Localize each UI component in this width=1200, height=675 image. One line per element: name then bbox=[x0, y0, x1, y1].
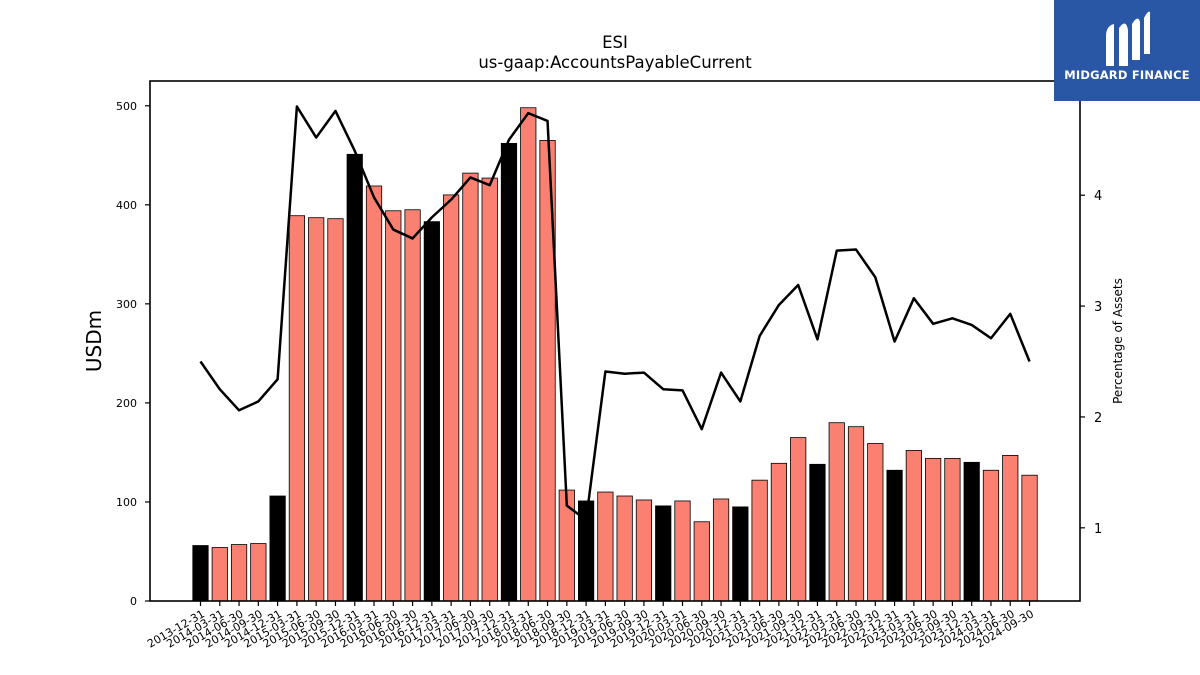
bar-2015-03-31 bbox=[288, 215, 306, 602]
chart-subtitle: us-gaap:AccountsPayableCurrent bbox=[478, 53, 752, 72]
y-axis-right: 1 2 3 4 bbox=[1080, 189, 1102, 537]
bar-2024-09-30 bbox=[1021, 474, 1038, 602]
y-tick-right-label: 3 bbox=[1094, 300, 1102, 315]
y-tick-right-label: 1 bbox=[1094, 522, 1102, 537]
brand-logo: MIDGARD FINANCE bbox=[1054, 0, 1200, 101]
bar-2016-03-31 bbox=[365, 185, 383, 602]
bar-2020-03-31 bbox=[674, 500, 691, 602]
y-tick-left-label: 100 bbox=[116, 496, 137, 509]
bar-2015-09-30 bbox=[327, 218, 344, 602]
bar-2014-03-31 bbox=[211, 547, 228, 602]
bar-2016-09-30 bbox=[404, 209, 421, 602]
y-tick-left-label: 400 bbox=[116, 199, 137, 212]
midgard-m-logo-icon bbox=[1106, 11, 1150, 67]
bar-series bbox=[192, 107, 1038, 602]
bar-2015-12-31 bbox=[346, 153, 363, 602]
y-axis-right-label: Percentage of Assets bbox=[1111, 278, 1125, 404]
chart-title: ESI bbox=[602, 33, 628, 52]
y-tick-left-label: 500 bbox=[116, 100, 137, 113]
bar-2016-12-31 bbox=[423, 221, 440, 602]
bar-2019-06-30 bbox=[616, 495, 633, 602]
bar-2014-09-30 bbox=[250, 543, 267, 602]
bar-2021-12-31 bbox=[809, 463, 826, 602]
bar-2020-12-31 bbox=[732, 506, 749, 602]
bar-2022-06-30 bbox=[847, 426, 865, 602]
bar-2024-06-30 bbox=[1002, 454, 1019, 602]
bar-2021-06-30 bbox=[770, 462, 788, 602]
bar-2019-12-31 bbox=[655, 505, 672, 602]
plot-frame bbox=[149, 80, 1081, 602]
brand-name: MIDGARD FINANCE bbox=[1064, 68, 1190, 82]
bar-2018-03-31 bbox=[520, 107, 537, 602]
bar-2016-06-30 bbox=[385, 210, 402, 602]
bar-2023-06-30 bbox=[925, 457, 942, 602]
bar-2019-03-31 bbox=[597, 491, 614, 602]
bar-2019-09-30 bbox=[635, 499, 653, 602]
y-tick-left-label: 300 bbox=[116, 298, 137, 311]
bar-2021-09-30 bbox=[790, 437, 807, 602]
y-axis-left-label: USDm bbox=[82, 310, 106, 372]
bar-2013-12-31 bbox=[192, 545, 209, 602]
bar-2017-03-31 bbox=[443, 194, 460, 602]
bar-2024-03-31 bbox=[982, 469, 1000, 602]
bar-2014-06-30 bbox=[230, 544, 248, 602]
x-axis: 2013-12-312014-03-312014-06-302014-09-30… bbox=[145, 601, 1036, 651]
y-tick-right-label: 2 bbox=[1094, 411, 1102, 426]
y-tick-left-label: 200 bbox=[116, 397, 137, 410]
bar-2015-06-30 bbox=[308, 217, 325, 602]
bar-2022-09-30 bbox=[867, 443, 884, 602]
y-axis-left: 0 100 200 300 400 500 bbox=[116, 100, 150, 608]
bar-2017-06-30 bbox=[462, 172, 479, 602]
bar-2014-12-31 bbox=[269, 495, 286, 602]
bar-2023-09-30 bbox=[944, 457, 961, 602]
bar-2020-06-30 bbox=[693, 521, 710, 602]
bar-2021-03-31 bbox=[751, 479, 768, 602]
y-tick-left-label: 0 bbox=[130, 595, 137, 608]
bar-2022-12-31 bbox=[886, 469, 903, 602]
percentage-line bbox=[199, 105, 1031, 522]
bar-2023-12-31 bbox=[963, 461, 980, 602]
bar-2020-09-30 bbox=[712, 498, 730, 602]
bar-2022-03-31 bbox=[828, 422, 845, 602]
bar-2017-12-31 bbox=[500, 142, 518, 602]
bar-2017-09-30 bbox=[481, 177, 498, 602]
y-tick-right-label: 4 bbox=[1094, 189, 1102, 204]
bar-2023-03-31 bbox=[905, 450, 922, 602]
